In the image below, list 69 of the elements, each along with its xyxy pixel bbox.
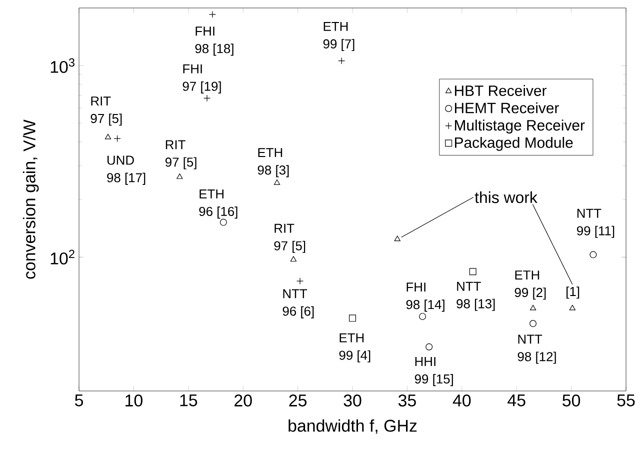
annotation: 98 [3] [258, 165, 289, 178]
annotation: 97 [5] [165, 157, 196, 170]
legend-label: Multistage Receiver [454, 120, 585, 134]
annotation: [1] [566, 286, 580, 299]
annotation: 98 [13] [456, 298, 495, 311]
x-tick-label: 45 [508, 394, 526, 406]
annotation: 99 [2] [514, 288, 546, 300]
y-tick-label: 10$^{3}$ [50, 58, 74, 73]
annotation: NTT [457, 282, 481, 291]
point [419, 312, 426, 320]
annotation: 98 [17] [107, 172, 146, 185]
x-tick-label: 55 [617, 394, 635, 406]
annotation: 99 [15] [414, 374, 453, 386]
y-tick-label: 10$^{2}$ [50, 250, 74, 264]
y-axis-title: conversion gain, V/W [22, 120, 39, 279]
annotation: this work [474, 191, 538, 204]
annotation: 96 [6] [282, 306, 314, 318]
x-axis-title: bandwidth f, GHz [288, 419, 417, 434]
point [220, 218, 227, 226]
x-tick-label: 20 [234, 394, 252, 406]
annotation: ETH [515, 270, 540, 280]
point [274, 179, 280, 185]
annotation: 96 [16] [199, 206, 238, 219]
legend-label: Packaged Module [454, 136, 573, 151]
annotation: FHI [196, 26, 214, 36]
legend-label: HEMT Receiver [454, 102, 559, 114]
annotation: RIT [274, 224, 294, 233]
annotation: 97 [5] [90, 114, 122, 126]
annotation: ETH [200, 190, 224, 198]
annotation: 97 [5] [274, 240, 306, 253]
annotation: ETH [324, 22, 348, 31]
annotation: ETH [258, 148, 282, 158]
annotation: 98 [12] [518, 352, 556, 364]
annotation: 99 [7] [323, 38, 354, 52]
x-tick-label: 35 [398, 394, 416, 406]
annotation: ETH [340, 333, 364, 342]
x-tick-label: 30 [344, 394, 362, 406]
point [176, 174, 183, 179]
point [290, 256, 297, 262]
annotation: 98 [18] [195, 44, 234, 56]
x-tick-label: 5 [74, 394, 83, 406]
x-tick-label: 15 [180, 394, 198, 406]
x-tick-label: 40 [452, 394, 471, 406]
point [469, 268, 476, 276]
legend-label: HBT Receiver [454, 85, 546, 96]
annotation: RIT [166, 140, 186, 150]
point [426, 343, 433, 350]
annotation: UND [108, 156, 134, 165]
annotation: 99 [4] [339, 350, 370, 362]
annotation: FHI [406, 282, 426, 292]
x-tick-label: 25 [289, 394, 307, 406]
point [569, 304, 576, 310]
annotation: 98 [14] [406, 300, 444, 312]
annotation: NTT [577, 208, 602, 218]
point [349, 314, 356, 322]
point [530, 320, 537, 328]
annotation: 99 [11] [576, 226, 614, 238]
point [590, 251, 597, 258]
annotation: RIT [91, 96, 111, 106]
annotation: 97 [19] [182, 81, 221, 94]
annotation: HHI [415, 357, 436, 366]
point [394, 236, 400, 242]
x-tick-label: 50 [562, 394, 580, 406]
annotation: FHI [183, 64, 202, 74]
annotation: NTT [283, 289, 308, 298]
annotation: NTT [518, 334, 542, 344]
point [104, 134, 112, 140]
x-tick-label: 10 [126, 394, 142, 406]
point [530, 304, 536, 310]
